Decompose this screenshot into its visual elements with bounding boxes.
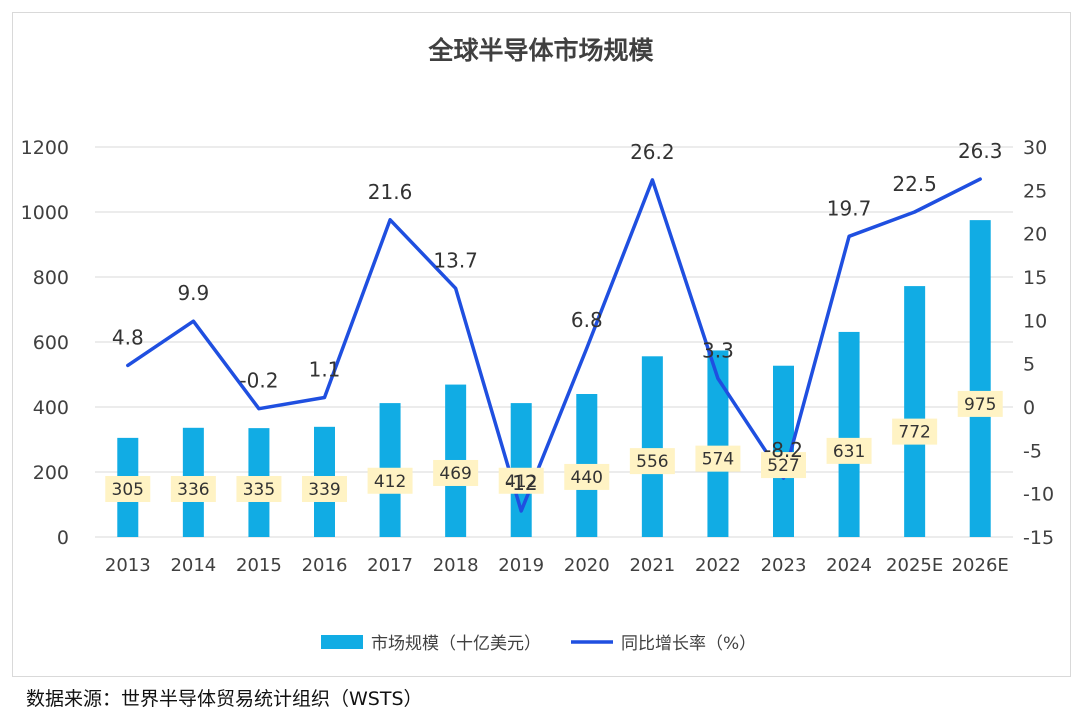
line-data-label: 3.3 [702, 338, 734, 362]
chart-title: 全球半导体市场规模 [427, 36, 654, 65]
x-tick-label: 2013 [105, 555, 151, 576]
bar-data-label: 469 [439, 464, 471, 484]
bar-data-label-box [433, 459, 479, 486]
x-tick-label: 2022 [695, 555, 741, 576]
bar-data-label-box [629, 448, 675, 475]
y-right-tick-label: -5 [1023, 440, 1042, 462]
chart-frame: 全球半导体市场规模 0 200 400 600 800 1000 1200 -15 -10 -5 0… [12, 12, 1071, 677]
x-tick-label: 2021 [629, 555, 675, 576]
line-data-label: 19.7 [827, 196, 872, 220]
bar-data-label-box [957, 390, 1003, 417]
source-note: 数据来源：世界半导体贸易统计组织（WSTS） [26, 688, 423, 710]
y-right-tick-label: 10 [1023, 310, 1047, 332]
line-data-label: -12 [505, 471, 538, 495]
bar-data-label-box [236, 476, 282, 502]
line-data-label: 22.5 [892, 172, 937, 196]
bar-data-label-box [170, 476, 216, 502]
bar-data-label-box [695, 445, 741, 472]
bar-data-label: 305 [112, 480, 144, 500]
bar-data-label: 772 [898, 423, 930, 443]
bar-data-label: 412 [374, 472, 406, 492]
bar [641, 356, 663, 537]
bar [904, 286, 926, 537]
y-right-tick-label: 25 [1023, 180, 1047, 202]
bar-data-label: 556 [636, 452, 668, 472]
y-left-tick-label: 800 [33, 267, 69, 289]
legend: 市场规模（十亿美元） 同比增长率（%） [321, 634, 756, 654]
y-right-tick-label: 15 [1023, 267, 1047, 289]
x-tick-label: 2016 [302, 555, 348, 576]
line-data-label: 4.8 [112, 325, 144, 349]
x-tick-label: 2024 [826, 555, 872, 576]
line-data-label: -0.2 [239, 369, 278, 393]
y-right-tick-label: 0 [1023, 397, 1035, 419]
bar-data-label: 339 [308, 480, 340, 500]
bar-data-label: 336 [177, 480, 209, 500]
x-tick-label: 2026E [952, 555, 1009, 576]
bar-data-label: 574 [702, 450, 734, 470]
legend-line-label: 同比增长率（%） [621, 634, 756, 654]
bar-data-label: 412 [505, 472, 537, 492]
line-data-label: 9.9 [177, 281, 209, 305]
bar-data-label-box [367, 467, 413, 494]
x-tick-label: 2023 [761, 555, 807, 576]
bar-data-label-box [892, 418, 938, 445]
y-right-tick-label: 5 [1023, 354, 1035, 376]
y-left-tick-label: 0 [57, 527, 69, 549]
bar [773, 365, 794, 537]
x-tick-label: 2020 [564, 555, 610, 576]
bar [838, 331, 860, 537]
bar-data-label-box [498, 467, 544, 494]
y-left-tick-label: 400 [33, 397, 69, 419]
x-tick-label: 2015 [236, 555, 282, 576]
bar-data-label: 440 [571, 468, 603, 488]
bar-data-label-box [761, 452, 806, 479]
line-data-label: 6.8 [571, 308, 603, 332]
line-data-label: 26.3 [958, 139, 1003, 163]
y-left-tick-label: 600 [33, 332, 69, 354]
line-data-label: 13.7 [433, 248, 478, 272]
bar [707, 350, 729, 537]
bar [969, 220, 991, 537]
y-right-tick-label: -10 [1023, 484, 1054, 506]
line-data-label: -8.2 [764, 438, 803, 462]
bar-data-label-box [302, 476, 347, 502]
line-data-label: 1.1 [309, 357, 341, 381]
y-left-tick-label: 1000 [21, 202, 69, 224]
bar-data-label-box [105, 476, 151, 502]
growth-line [126, 177, 982, 513]
x-tick-label: 2019 [498, 555, 544, 576]
y-right-tick-label: 30 [1023, 137, 1047, 159]
chart: 全球半导体市场规模 0 200 400 600 800 1000 1200 -15 -10 -5 0… [21, 36, 1054, 654]
legend-bar-label: 市场规模（十亿美元） [371, 634, 541, 654]
bar-data-label: 975 [964, 395, 996, 415]
bar-data-label-box [826, 437, 872, 464]
y-left-tick-label: 1200 [21, 137, 69, 159]
y-left-tick-label: 200 [33, 462, 69, 484]
line-data-label: 21.6 [368, 180, 413, 204]
x-tick-label: 2014 [170, 555, 216, 576]
line-data-label: 26.2 [630, 140, 675, 164]
bar-data-label: 527 [767, 456, 799, 476]
bar-data-label-box [564, 463, 610, 490]
y-right-tick-label: 20 [1023, 224, 1047, 246]
x-tick-label: 2025E [886, 555, 943, 576]
legend-bar-swatch [321, 635, 363, 649]
bar-data-label: 335 [243, 480, 275, 500]
y-right-tick-label: -15 [1023, 527, 1054, 549]
bar-data-label: 631 [833, 442, 865, 462]
x-tick-label: 2017 [367, 555, 413, 576]
x-tick-label: 2018 [433, 555, 479, 576]
